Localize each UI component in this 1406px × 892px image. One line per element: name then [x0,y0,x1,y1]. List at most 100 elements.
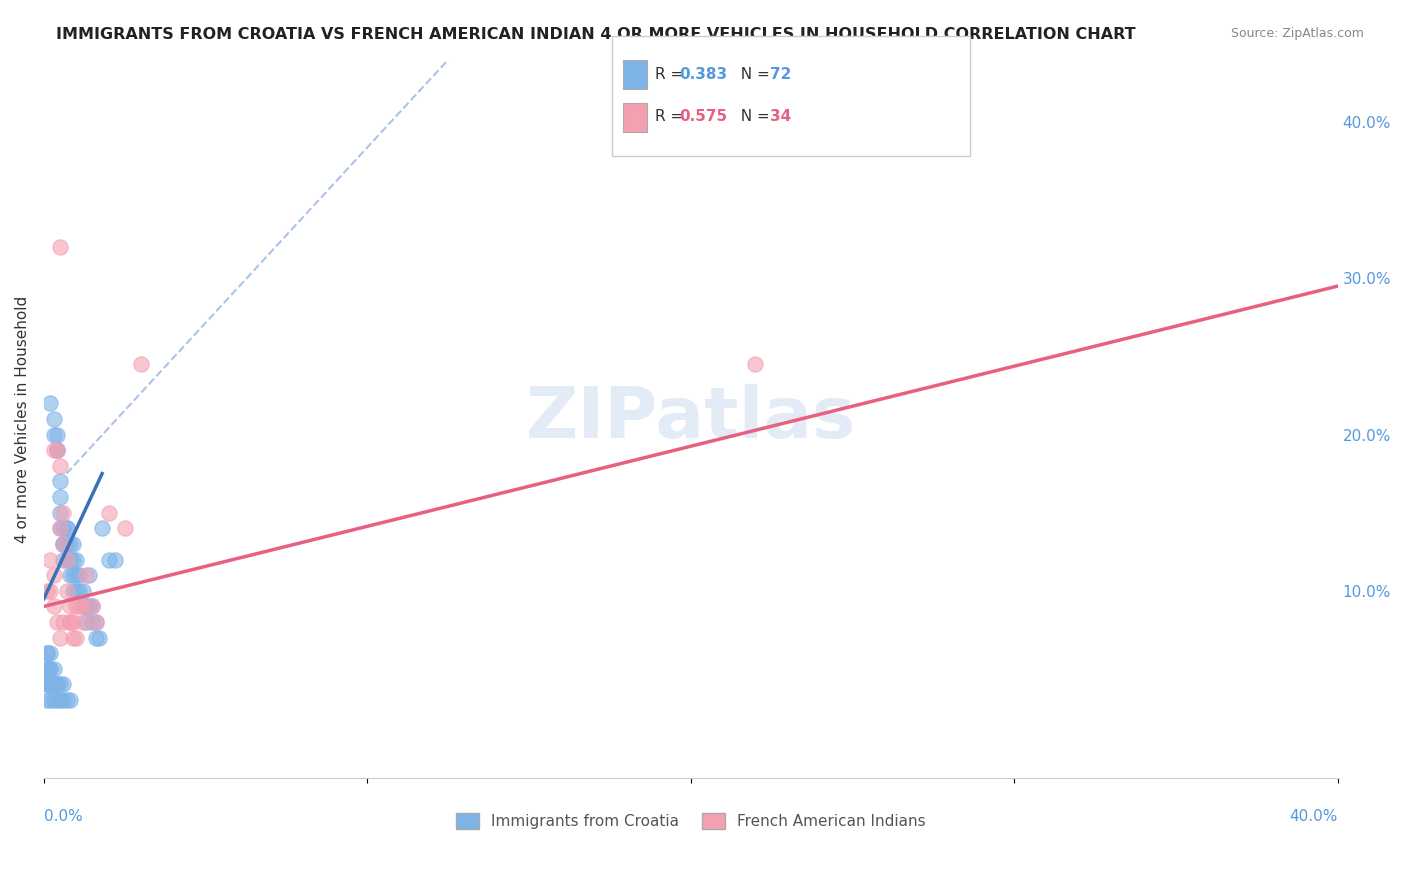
Legend: Immigrants from Croatia, French American Indians: Immigrants from Croatia, French American… [450,807,932,835]
Point [45,443,67,458]
Point [45,427,67,442]
Point [59,599,82,614]
Point [62,552,84,566]
Point [97,506,120,520]
Point [42,599,65,614]
Point [49,240,72,254]
Point [59,615,82,629]
Point [75,568,97,582]
Point [39,583,62,598]
Point [37,662,59,676]
Point [59,537,82,551]
Point [45,615,67,629]
Point [82,599,104,614]
Point [72,599,94,614]
Point [72,615,94,629]
Point [55,552,77,566]
Point [39,662,62,676]
Point [129,357,152,371]
Point [39,552,62,566]
Point [42,412,65,426]
Point [744,357,766,371]
Point [55,552,77,566]
Point [49,475,72,489]
Text: R =: R = [655,110,689,124]
Point [52,506,75,520]
Point [59,693,82,707]
Point [52,537,75,551]
Point [84,631,107,645]
Point [39,693,62,707]
Point [62,568,84,582]
Point [72,599,94,614]
Text: 34: 34 [770,110,792,124]
Point [37,583,59,598]
Point [52,677,75,691]
Point [45,693,67,707]
Point [65,552,87,566]
Point [77,568,100,582]
Point [52,537,75,551]
Point [55,537,77,551]
Point [52,521,75,535]
Point [49,693,72,707]
Point [62,583,84,598]
Point [42,568,65,582]
Point [82,599,104,614]
Point [37,677,59,691]
Point [42,677,65,691]
Point [55,693,77,707]
Text: 0.575: 0.575 [679,110,727,124]
Point [49,631,72,645]
Point [114,521,136,535]
Point [69,599,91,614]
Point [55,521,77,535]
Text: Source: ZipAtlas.com: Source: ZipAtlas.com [1230,27,1364,40]
Point [84,615,107,629]
Point [42,662,65,676]
Point [59,568,82,582]
Text: 40.0%: 40.0% [1289,809,1337,824]
Text: 72: 72 [770,67,792,81]
Point [52,552,75,566]
Point [39,662,62,676]
Point [97,552,120,566]
Point [65,599,87,614]
Point [49,506,72,520]
Y-axis label: 4 or more Vehicles in Household: 4 or more Vehicles in Household [15,295,30,542]
Point [39,677,62,691]
Point [91,521,114,535]
Point [45,443,67,458]
Point [49,521,72,535]
Point [62,615,84,629]
Text: ZIPatlas: ZIPatlas [526,384,856,453]
Point [104,552,127,566]
Text: R =: R = [655,67,689,81]
Point [75,615,97,629]
Point [84,615,107,629]
Point [49,521,72,535]
Point [42,693,65,707]
Point [37,677,59,691]
Point [39,646,62,660]
Point [45,677,67,691]
Point [82,615,104,629]
Point [87,631,110,645]
Point [65,631,87,645]
Point [49,490,72,504]
Point [72,583,94,598]
Point [42,427,65,442]
Point [75,599,97,614]
Point [77,599,100,614]
Point [45,677,67,691]
Point [37,662,59,676]
Point [55,583,77,598]
Point [49,677,72,691]
Point [49,458,72,473]
Point [39,677,62,691]
Point [59,552,82,566]
Point [62,631,84,645]
Point [69,568,91,582]
Point [52,537,75,551]
Point [37,693,59,707]
